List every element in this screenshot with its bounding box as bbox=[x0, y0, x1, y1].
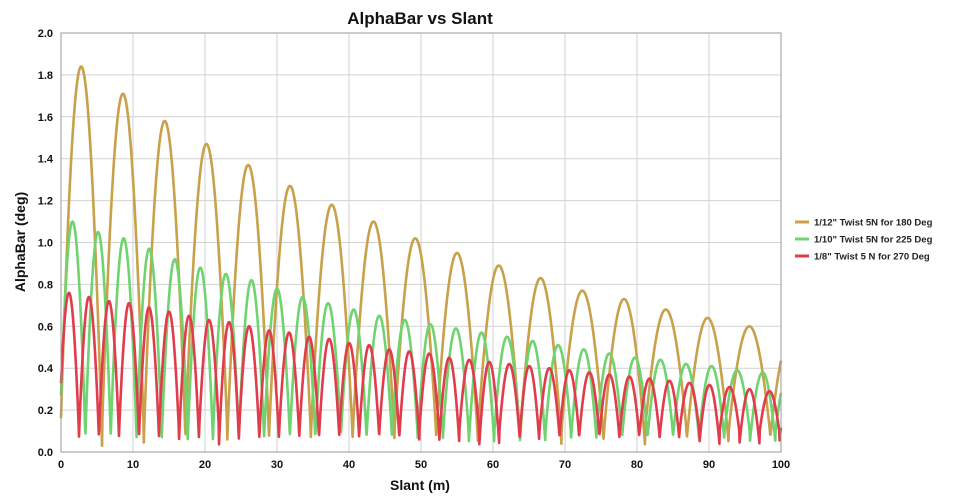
y-tick-label: 1.8 bbox=[38, 70, 53, 82]
y-tick-label: 0.0 bbox=[38, 447, 53, 459]
series-line-3 bbox=[59, 291, 783, 446]
chart-title: AlphaBar vs Slant bbox=[347, 9, 493, 28]
y-axis-label: AlphaBar (deg) bbox=[12, 192, 28, 292]
plot-border bbox=[60, 32, 782, 453]
y-tick-label: 2.0 bbox=[38, 28, 53, 40]
x-tick-label: 100 bbox=[772, 459, 790, 471]
legend-label: 1/10" Twist 5N for 225 Deg bbox=[814, 235, 933, 246]
x-tick-label: 50 bbox=[415, 459, 427, 471]
x-tick-label: 80 bbox=[631, 459, 643, 471]
x-tick-label: 20 bbox=[199, 459, 211, 471]
y-tick-label: 0.4 bbox=[38, 363, 54, 375]
y-tick-label: 0.8 bbox=[38, 279, 53, 291]
x-tick-label: 90 bbox=[703, 459, 715, 471]
y-tick-label: 0.6 bbox=[38, 321, 53, 333]
x-tick-label: 0 bbox=[58, 459, 64, 471]
legend-label: 1/8" Twist 5 N for 270 Deg bbox=[814, 252, 930, 263]
y-tick-label: 1.0 bbox=[38, 238, 53, 250]
x-tick-label: 60 bbox=[487, 459, 499, 471]
x-tick-label: 70 bbox=[559, 459, 571, 471]
series-line-2 bbox=[59, 220, 783, 443]
y-tick-label: 0.2 bbox=[38, 405, 53, 417]
legend: 1/12" Twist 5N for 180 Deg 1/10" Twist 5N… bbox=[795, 218, 933, 263]
x-tick-label: 10 bbox=[127, 459, 139, 471]
y-tick-label: 1.4 bbox=[38, 154, 54, 166]
y-tick-label: 1.6 bbox=[38, 112, 53, 124]
x-tick-label: 30 bbox=[271, 459, 283, 471]
legend-label: 1/12" Twist 5N for 180 Deg bbox=[814, 218, 933, 229]
x-axis-label: Slant (m) bbox=[390, 477, 450, 493]
x-tick-label: 40 bbox=[343, 459, 355, 471]
y-tick-label: 1.2 bbox=[38, 196, 53, 208]
